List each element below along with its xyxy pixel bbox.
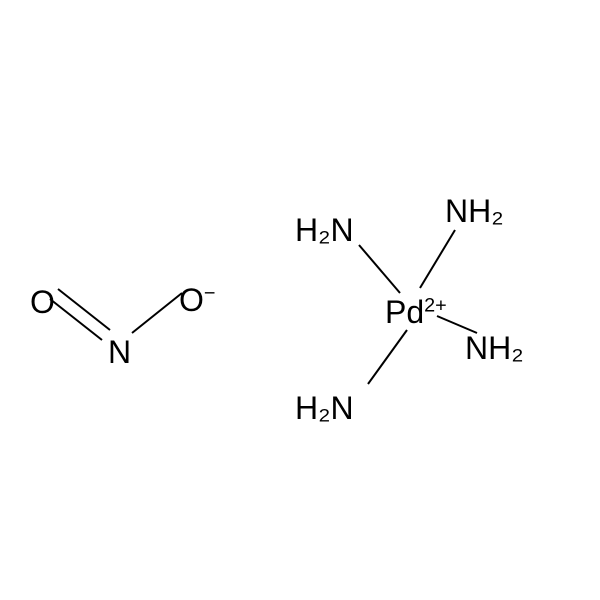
atom-nh2-bot-right: NH₂ [465, 332, 524, 364]
atom-n-center: N [108, 336, 131, 368]
bond-dbl-o-n-1 [58, 289, 110, 330]
atom-nh2-bot-left: H₂N [295, 392, 354, 424]
bond-pd-nh2-tl [359, 245, 400, 293]
atom-o-right: O− [179, 284, 215, 316]
bond-pd-nh2-tr [420, 230, 455, 288]
bond-pd-nh2-bl [368, 330, 407, 384]
atom-nh2-top-right: NH₂ [445, 195, 504, 227]
atom-pd: Pd2+ [385, 296, 447, 328]
atom-nh2-top-left: H₂N [295, 214, 354, 246]
bond-n-o-minus [132, 293, 182, 333]
bond-layer [0, 0, 600, 600]
bond-dbl-o-n-2 [50, 299, 102, 340]
atom-o-left: O [30, 286, 55, 318]
chemical-diagram: O N O− H₂N NH₂ Pd2+ H₂N NH₂ [0, 0, 600, 600]
